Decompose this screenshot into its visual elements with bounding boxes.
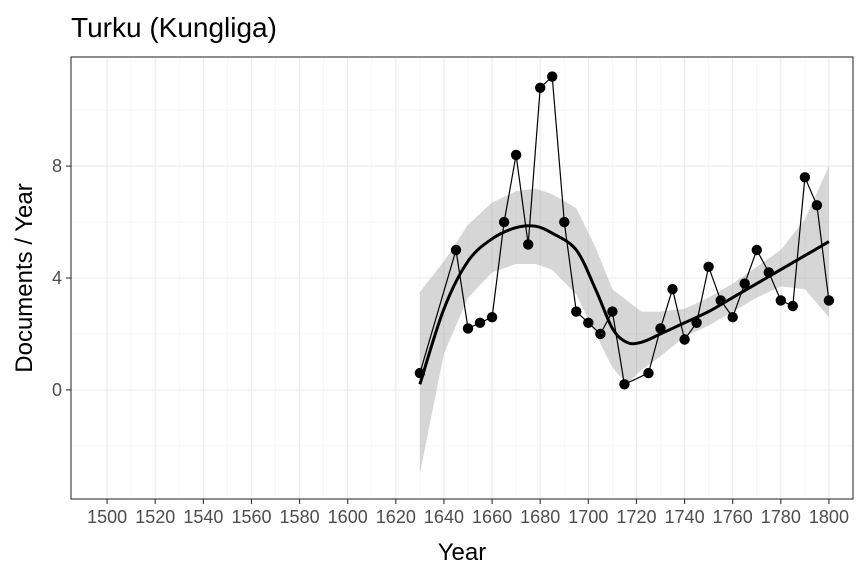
data-point xyxy=(799,172,811,183)
data-point xyxy=(583,317,594,328)
y-tick-label: 0 xyxy=(52,380,62,400)
chart-title: Turku (Kungliga) xyxy=(71,12,277,43)
smooth-trend-line xyxy=(418,224,830,385)
y-tick-label: 4 xyxy=(52,268,62,288)
data-point xyxy=(535,82,546,94)
x-tick-label: 1660 xyxy=(472,507,512,527)
data-point xyxy=(727,312,738,323)
x-tick-label: 1600 xyxy=(328,507,368,527)
data-point xyxy=(607,306,618,317)
x-axis-title: Year xyxy=(438,539,487,566)
data-points-layer xyxy=(414,71,835,390)
y-axis-ticks: 0 4 8 xyxy=(52,156,71,400)
data-point xyxy=(474,317,486,328)
data-point xyxy=(414,367,426,379)
data-point xyxy=(715,295,726,306)
y-tick-label: 8 xyxy=(52,156,62,176)
data-point xyxy=(619,379,630,390)
data-point xyxy=(571,306,582,317)
data-point xyxy=(691,317,702,328)
data-point xyxy=(679,334,690,345)
x-tick-label: 1500 xyxy=(87,507,127,527)
data-point xyxy=(559,216,570,228)
confidence-ribbon xyxy=(419,166,829,474)
x-tick-label: 1640 xyxy=(424,507,464,527)
data-point xyxy=(655,323,666,334)
x-tick-label: 1740 xyxy=(665,507,705,527)
x-tick-label: 1760 xyxy=(713,507,753,527)
major-gridlines xyxy=(71,57,853,499)
x-tick-label: 1800 xyxy=(809,507,849,527)
y-axis-title: Documents / Year xyxy=(11,183,38,372)
confidence-ribbon-layer xyxy=(419,166,829,474)
x-tick-label: 1700 xyxy=(568,507,608,527)
data-point xyxy=(763,267,774,278)
x-tick-label: 1680 xyxy=(520,507,560,527)
data-point xyxy=(643,367,654,379)
data-point xyxy=(823,295,835,306)
data-point xyxy=(775,295,786,306)
x-tick-label: 1540 xyxy=(183,507,223,527)
data-point xyxy=(703,261,714,272)
x-tick-label: 1780 xyxy=(761,507,801,527)
x-tick-label: 1560 xyxy=(231,507,271,527)
data-point xyxy=(547,71,558,82)
x-tick-label: 1720 xyxy=(616,507,656,527)
data-point xyxy=(787,300,798,312)
data-point xyxy=(498,216,510,228)
data-point xyxy=(667,284,678,295)
data-point xyxy=(510,149,522,161)
x-tick-label: 1520 xyxy=(135,507,175,527)
data-point xyxy=(486,312,498,323)
data-point xyxy=(595,328,606,340)
x-tick-label: 1580 xyxy=(280,507,320,527)
data-point xyxy=(462,323,474,334)
data-point xyxy=(523,239,534,250)
x-axis-ticks: 1500 1520 1540 1560 1580 1600 1620 1640 1660 1680… xyxy=(87,499,849,527)
data-point xyxy=(811,200,823,211)
x-tick-label: 1620 xyxy=(376,507,416,527)
data-point xyxy=(450,244,462,256)
data-point xyxy=(739,278,750,289)
data-point xyxy=(751,244,762,256)
